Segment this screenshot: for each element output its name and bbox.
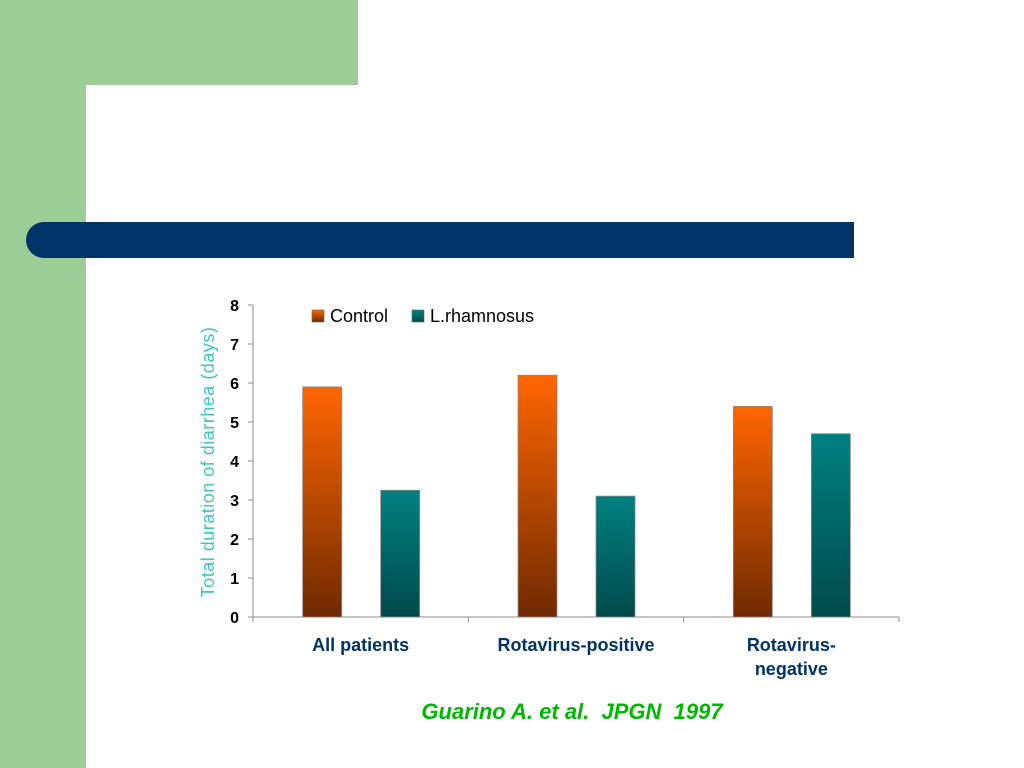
- bar-rhamnosus: [810, 433, 851, 618]
- legend-swatch-rhamnosus: [411, 309, 425, 323]
- bar-control: [732, 405, 773, 618]
- y-axis-label: Total duration of diarrhea (days): [198, 327, 218, 598]
- bar-rhamnosus: [595, 495, 636, 618]
- x-category-label: negative: [755, 659, 828, 679]
- y-tick-label: 7: [230, 337, 239, 354]
- y-tick-label: 0: [230, 610, 239, 627]
- bar-control: [517, 374, 558, 618]
- y-tick-label: 6: [230, 376, 239, 393]
- background-green-sidebar: [0, 0, 86, 768]
- legend-swatch-control: [311, 309, 325, 323]
- x-category-label: Rotavirus-: [747, 635, 836, 655]
- legend-label-rhamnosus: L.rhamnosus: [430, 306, 534, 326]
- x-category-label: Rotavirus-positive: [497, 635, 654, 655]
- legend-label-control: Control: [330, 306, 388, 326]
- y-tick-label: 8: [230, 298, 239, 315]
- bar-control: [302, 386, 343, 618]
- title-bar: [26, 222, 854, 258]
- y-tick-label: 3: [230, 493, 239, 510]
- background-green-header: [0, 0, 358, 85]
- y-tick-label: 4: [230, 454, 239, 471]
- citation: Guarino A. et al. JPGN 1997: [421, 699, 723, 724]
- y-tick-label: 2: [230, 532, 239, 549]
- y-tick-label: 5: [230, 415, 239, 432]
- x-category-label: All patients: [312, 635, 409, 655]
- y-tick-label: 1: [230, 571, 239, 588]
- bar-rhamnosus: [380, 489, 421, 618]
